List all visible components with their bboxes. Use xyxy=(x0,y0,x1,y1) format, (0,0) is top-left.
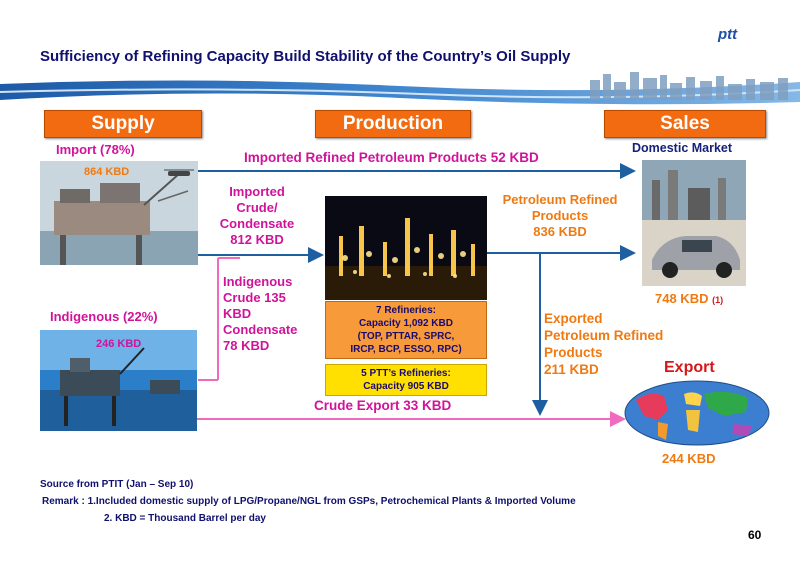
import-label: Import (78%) xyxy=(56,142,135,157)
remark-1: Remark : 1.Included domestic supply of L… xyxy=(42,496,576,507)
refinery-image xyxy=(325,196,487,300)
domestic-market-value-text: 748 KBD xyxy=(655,291,709,306)
offshore-platform-image xyxy=(40,161,198,265)
crude-export-label: Crude Export 33 KBD xyxy=(314,398,452,413)
page-number: 60 xyxy=(748,528,762,542)
refineries-line: (TOP, PTTAR, SPRC, xyxy=(357,331,455,342)
refineries-line: 7 Refineries: xyxy=(375,305,437,316)
indigenous-label: Indigenous (22%) xyxy=(50,309,158,324)
header-banner xyxy=(0,72,800,105)
exported-refined-line: 211 KBD xyxy=(544,362,599,377)
exported-refined-label: Exported Petroleum Refined Products 211 … xyxy=(544,310,663,378)
refineries-box: 7 Refineries: Capacity 1,092 KBD (TOP, P… xyxy=(325,301,487,359)
exported-refined-line: Products xyxy=(544,345,603,360)
page-title: Sufficiency of Refining Capacity Build S… xyxy=(40,48,571,65)
ptt-refineries-line: 5 PTT’s Refineries: xyxy=(361,368,451,379)
import-value: 864 KBD xyxy=(84,166,130,178)
petroleum-refined-line: Products xyxy=(531,208,589,223)
imported-crude-label: Imported Crude/ Condensate 812 KBD xyxy=(205,184,309,248)
refineries-line: IRCP, BCP, ESSO, RPC) xyxy=(350,344,462,355)
domestic-market-note: (1) xyxy=(712,295,724,305)
petroleum-refined-line: Petroleum Refined xyxy=(502,192,618,207)
ptt-refineries-line: Capacity 905 KBD xyxy=(363,381,449,392)
imported-crude-line: 812 KBD xyxy=(230,232,284,247)
export-value: 244 KBD xyxy=(662,451,716,466)
ptt-logo: ptt xyxy=(718,26,738,43)
exported-refined-line: Exported xyxy=(544,311,603,326)
remark-2: 2. KBD = Thousand Barrel per day xyxy=(104,513,266,524)
domestic-market-label: Domestic Market xyxy=(632,141,733,155)
indigenous-crude-label: Indigenous Crude 135 KBD Condensate 78 K… xyxy=(223,274,297,354)
supply-header: Supply xyxy=(44,110,202,138)
imported-refined-label: Imported Refined Petroleum Products 52 K… xyxy=(244,150,539,165)
domestic-market-image xyxy=(642,160,746,286)
indigenous-value: 246 KBD xyxy=(96,338,142,350)
petroleum-refined-label: Petroleum Refined Products 836 KBD xyxy=(486,192,634,240)
ptt-refineries-box: 5 PTT’s Refineries: Capacity 905 KBD xyxy=(325,364,487,396)
imported-crude-line: Condensate xyxy=(219,216,295,231)
petroleum-refined-line: 836 KBD xyxy=(533,224,587,239)
world-map-image xyxy=(624,380,770,446)
indigenous-crude-line: KBD xyxy=(223,306,252,321)
imported-crude-line: Imported xyxy=(229,184,285,199)
imported-crude-line: Crude/ xyxy=(236,200,278,215)
refineries-line: Capacity 1,092 KBD xyxy=(359,318,453,329)
indigenous-crude-line: Crude 135 xyxy=(223,290,286,305)
indigenous-crude-line: Indigenous xyxy=(223,274,293,289)
production-header: Production xyxy=(315,110,471,138)
source-note: Source from PTIT (Jan – Sep 10) xyxy=(40,479,194,490)
sales-header: Sales xyxy=(604,110,766,138)
indigenous-crude-line: Condensate xyxy=(223,322,298,337)
exported-refined-line: Petroleum Refined xyxy=(544,328,664,343)
indigenous-platform-image xyxy=(40,330,197,431)
indigenous-crude-line: 78 KBD xyxy=(223,338,270,353)
export-label: Export xyxy=(664,359,715,376)
domestic-market-value: 748 KBD (1) xyxy=(655,291,723,306)
